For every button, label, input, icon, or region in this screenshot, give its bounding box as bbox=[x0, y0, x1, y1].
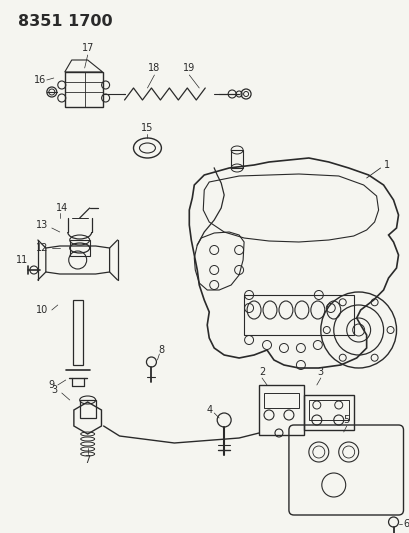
Text: 10: 10 bbox=[36, 305, 48, 315]
Bar bbox=[65, 72, 102, 107]
Text: 4: 4 bbox=[206, 405, 212, 415]
Text: 3: 3 bbox=[52, 385, 58, 395]
Bar bbox=[263, 393, 298, 408]
Bar bbox=[243, 295, 353, 335]
Text: 2: 2 bbox=[258, 367, 265, 377]
Bar bbox=[308, 400, 348, 420]
Text: 16: 16 bbox=[34, 75, 46, 85]
Text: 3: 3 bbox=[317, 367, 323, 377]
Bar bbox=[72, 300, 83, 365]
Text: 14: 14 bbox=[56, 203, 68, 213]
Text: 1: 1 bbox=[382, 160, 389, 170]
Bar bbox=[303, 395, 353, 430]
Text: 17: 17 bbox=[81, 43, 94, 53]
Text: 18: 18 bbox=[148, 63, 160, 73]
Bar bbox=[70, 240, 90, 256]
Bar bbox=[258, 385, 303, 435]
Text: 9: 9 bbox=[49, 380, 55, 390]
Text: 19: 19 bbox=[183, 63, 195, 73]
Bar bbox=[79, 400, 95, 418]
Text: 15: 15 bbox=[141, 123, 153, 133]
Text: 12: 12 bbox=[36, 243, 48, 253]
Text: 6: 6 bbox=[402, 519, 409, 529]
Text: 8: 8 bbox=[158, 345, 164, 355]
Text: 11: 11 bbox=[16, 255, 28, 265]
Text: 13: 13 bbox=[36, 220, 48, 230]
Text: 8351 1700: 8351 1700 bbox=[18, 14, 112, 29]
Bar bbox=[231, 150, 243, 168]
Text: 5: 5 bbox=[343, 415, 349, 425]
Text: 7: 7 bbox=[84, 455, 90, 465]
